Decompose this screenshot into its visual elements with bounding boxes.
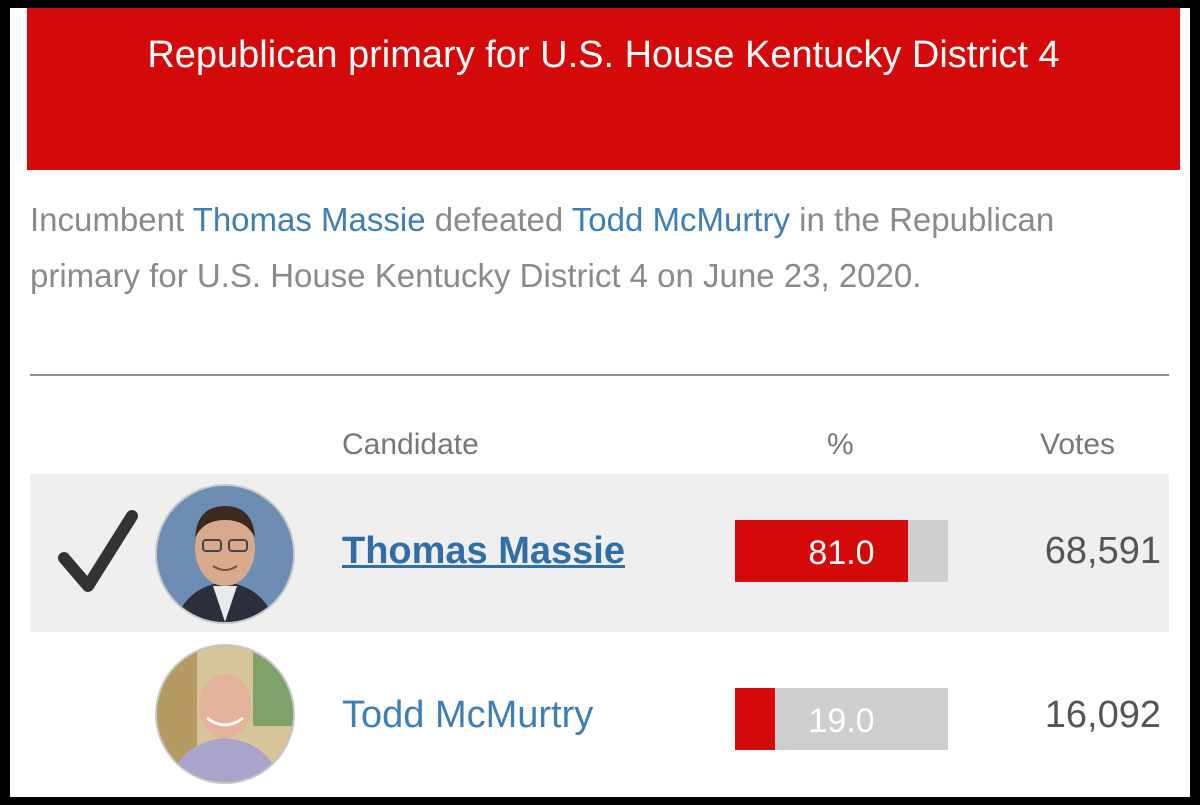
percent-bar: 81.0	[735, 520, 948, 582]
candidate-name: Todd McMurtry	[342, 694, 594, 736]
summary-suffix: in the Republican primary for U.S. House…	[30, 201, 1055, 294]
percent-label: 19.0	[808, 702, 875, 740]
percent-label: 81.0	[808, 534, 875, 572]
percent-bar-fill	[735, 688, 776, 750]
winner-link[interactable]: Thomas Massie	[192, 201, 426, 238]
summary-middle: defeated	[425, 201, 572, 238]
divider	[30, 374, 1169, 376]
candidate-row-mcmurtry: Todd McMurtry 19.0 16,092	[30, 638, 1169, 796]
candidate-row-massie: Thomas Massie 81.0 68,591	[30, 474, 1169, 632]
results-card: Republican primary for U.S. House Kentuc…	[10, 8, 1190, 797]
candidate-photo-mcmurtry	[155, 644, 295, 784]
percent-bar: 19.0	[735, 688, 948, 750]
race-summary: Incumbent Thomas Massie defeated Todd Mc…	[30, 192, 1150, 304]
header-candidate: Candidate	[342, 428, 479, 461]
candidate-name-link[interactable]: Thomas Massie	[342, 530, 625, 572]
loser-link[interactable]: Todd McMurtry	[571, 201, 790, 238]
vote-count: 68,591	[1044, 530, 1161, 572]
checkmark-icon	[58, 510, 138, 592]
race-title: Republican primary for U.S. House Kentuc…	[27, 8, 1180, 170]
header-percent: %	[827, 428, 854, 461]
header-votes: Votes	[1040, 428, 1116, 461]
vote-count: 16,092	[1044, 694, 1161, 736]
percent-bar-fill	[735, 520, 908, 582]
summary-prefix: Incumbent	[30, 201, 193, 238]
candidate-photo-massie	[155, 484, 295, 624]
